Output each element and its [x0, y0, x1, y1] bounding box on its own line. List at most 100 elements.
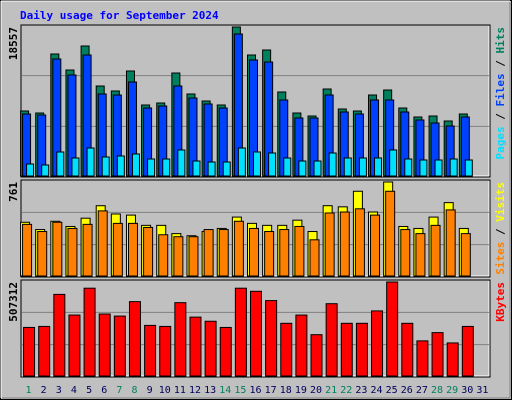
bar: [116, 155, 125, 177]
bar: [358, 157, 367, 177]
x-tick-label: 29: [446, 385, 458, 396]
x-tick-label: 21: [325, 385, 337, 396]
x-tick-label: 16: [249, 385, 261, 396]
x-tick-label: 6: [101, 385, 107, 396]
bar: [279, 229, 290, 277]
bar: [250, 290, 262, 377]
bar: [101, 156, 110, 177]
bar: [83, 287, 96, 377]
x-tick-label: 22: [340, 385, 352, 396]
x-tick-label: 8: [131, 385, 137, 396]
legend-entry: KBytes: [494, 282, 507, 322]
bar: [68, 314, 81, 377]
bar: [158, 234, 169, 277]
x-tick-label: 25: [386, 385, 398, 396]
legend-entry: Sites: [494, 242, 507, 275]
bar: [343, 157, 352, 177]
bar: [219, 326, 232, 377]
bar: [222, 161, 231, 177]
bar: [22, 223, 33, 277]
bar: [41, 164, 50, 177]
bar: [268, 152, 277, 177]
bar: [283, 157, 292, 177]
bar: [355, 322, 368, 377]
bar: [147, 158, 156, 177]
bar: [56, 151, 65, 177]
x-tick-label: 1: [26, 385, 32, 396]
bar: [401, 322, 414, 377]
bar: [97, 210, 108, 277]
legend: Pages / Files / Hits: [494, 27, 507, 160]
bar: [415, 233, 426, 277]
legend: Sites / Visits: [494, 182, 507, 275]
bar: [207, 161, 216, 177]
bar: [173, 236, 184, 277]
bar: [389, 149, 398, 177]
bar: [404, 158, 413, 177]
bar: [385, 190, 396, 277]
x-tick-label: 9: [147, 385, 153, 396]
bar: [265, 300, 278, 377]
bar: [419, 159, 428, 177]
legend-entry: Visits: [494, 182, 507, 222]
bar: [325, 303, 338, 377]
bar: [298, 160, 307, 177]
x-tick-label: 17: [265, 385, 277, 396]
bar: [53, 293, 66, 377]
bar: [374, 157, 383, 177]
bar: [98, 313, 111, 377]
bar: [324, 212, 335, 277]
bar: [144, 324, 157, 377]
bar: [112, 222, 123, 277]
bar: [203, 229, 214, 277]
bar: [38, 325, 51, 377]
bar: [234, 287, 247, 377]
y-tick-label: 18557: [7, 27, 20, 60]
x-tick-label: 7: [116, 385, 122, 396]
bar: [143, 226, 154, 277]
x-tick-label: 28: [431, 385, 443, 396]
legend-entry: Hits: [494, 27, 507, 54]
y-tick-label: 507312: [7, 282, 20, 322]
bar: [430, 224, 441, 277]
x-tick-label: 5: [86, 385, 92, 396]
bar: [86, 147, 95, 177]
bar: [313, 160, 322, 177]
bar: [189, 316, 202, 377]
bar: [52, 221, 63, 277]
bar: [339, 211, 350, 277]
bar: [23, 326, 36, 377]
x-tick-label: 18: [280, 385, 292, 396]
chart-title: Daily usage for September 2024: [20, 9, 219, 22]
x-tick-label: 31: [476, 385, 488, 396]
bar: [71, 157, 80, 177]
bar: [340, 322, 353, 377]
x-tick-label: 27: [416, 385, 428, 396]
x-tick-label: 11: [174, 385, 186, 396]
bar: [237, 147, 246, 177]
legend-separator: /: [494, 54, 507, 74]
bar: [370, 214, 381, 277]
bar: [249, 227, 259, 277]
bar: [188, 236, 199, 277]
x-tick-label: 4: [71, 385, 77, 396]
bar: [280, 322, 293, 377]
bar: [218, 229, 229, 277]
bar: [446, 342, 459, 377]
bar: [449, 158, 458, 177]
legend-separator: /: [494, 222, 507, 242]
bar: [192, 160, 201, 177]
bar: [131, 153, 140, 177]
bar: [26, 163, 35, 177]
x-tick-label: 24: [371, 385, 383, 396]
bar: [174, 302, 187, 377]
bar: [400, 229, 411, 277]
y-tick-label: 761: [7, 182, 20, 202]
x-tick-label: 20: [310, 385, 322, 396]
x-tick-label: 3: [56, 385, 62, 396]
bar: [113, 315, 126, 377]
bar: [295, 314, 308, 377]
legend-separator: /: [494, 107, 507, 127]
x-tick-label: 14: [219, 385, 231, 396]
bar: [67, 227, 78, 277]
